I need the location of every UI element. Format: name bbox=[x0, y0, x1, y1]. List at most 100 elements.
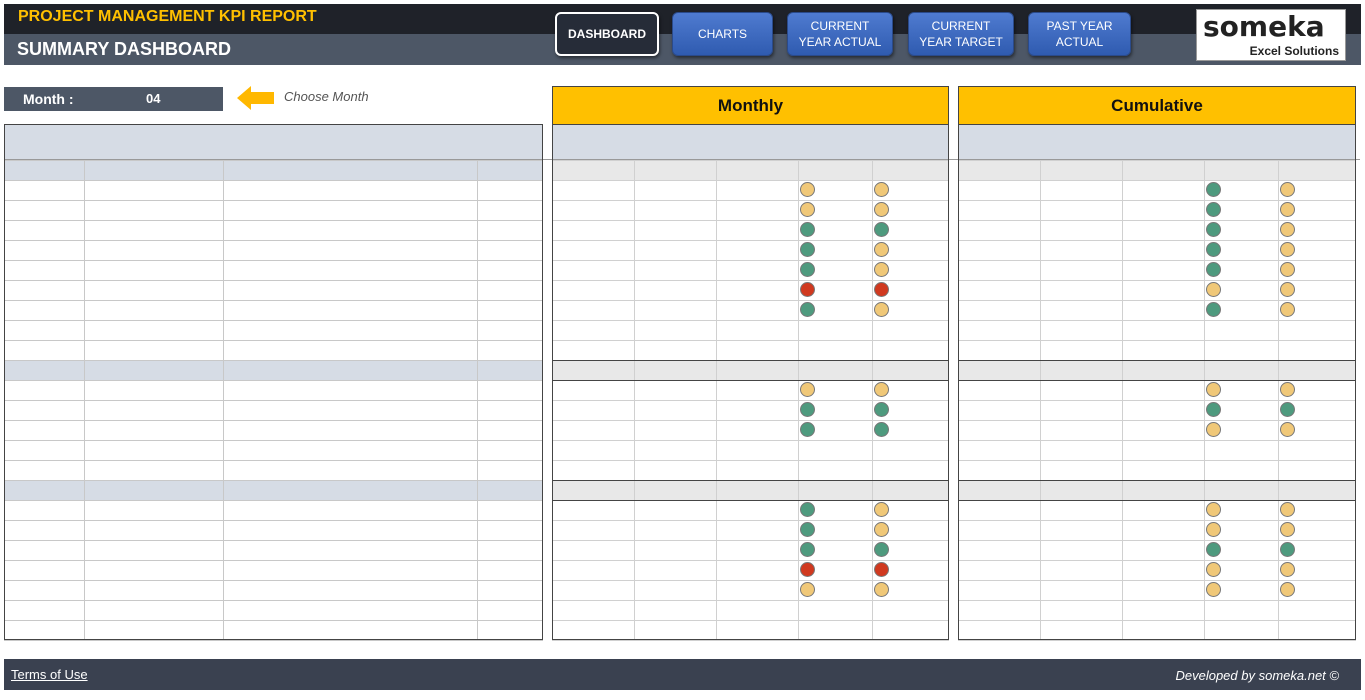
grid-line bbox=[552, 600, 949, 601]
dashboard-button[interactable]: DASHBOARD bbox=[555, 12, 659, 56]
grid-line bbox=[223, 160, 224, 640]
grid-line bbox=[4, 580, 543, 581]
monthly-status-dot-icon bbox=[800, 562, 815, 577]
cumulative-status-dot-icon bbox=[1206, 382, 1221, 397]
cumulative-status-dot-icon bbox=[1280, 282, 1295, 297]
grid-line bbox=[552, 500, 949, 501]
grid-line bbox=[958, 200, 1356, 201]
monthly-status-dot-icon bbox=[874, 302, 889, 317]
grid-line bbox=[958, 160, 1356, 161]
monthly-status-dot-icon bbox=[874, 182, 889, 197]
grid-line bbox=[872, 160, 873, 640]
grid-line bbox=[4, 159, 1360, 160]
monthly-status-dot-icon bbox=[874, 562, 889, 577]
grid-line bbox=[958, 280, 1356, 281]
grid-line bbox=[4, 600, 543, 601]
grid-line bbox=[4, 320, 543, 321]
month-selector: Month : 04 bbox=[4, 87, 223, 111]
grid-line bbox=[958, 180, 1356, 181]
grid-line bbox=[4, 380, 543, 381]
monthly-status-dot-icon bbox=[800, 542, 815, 557]
grid-line bbox=[552, 560, 949, 561]
page-title: SUMMARY DASHBOARD bbox=[17, 39, 232, 59]
grid-line bbox=[958, 580, 1356, 581]
grid-line bbox=[4, 300, 543, 301]
grid-line bbox=[1122, 160, 1123, 640]
monthly-status-dot-icon bbox=[800, 262, 815, 277]
report-title: PROJECT MANAGEMENT KPI REPORT bbox=[18, 8, 317, 25]
cumulative-status-dot-icon bbox=[1206, 582, 1221, 597]
choose-month-hint: Choose Month bbox=[284, 89, 369, 104]
cumulative-panel-border bbox=[958, 124, 1356, 640]
cumulative-status-dot-icon bbox=[1280, 182, 1295, 197]
grid-line bbox=[4, 440, 543, 441]
footer: Terms of Use Developed by someka.net © bbox=[4, 659, 1361, 690]
cumulative-status-dot-icon bbox=[1206, 302, 1221, 317]
grid-line bbox=[552, 480, 949, 481]
grid-line bbox=[1278, 160, 1279, 640]
grid-line bbox=[552, 540, 949, 541]
monthly-status-dot-icon bbox=[800, 422, 815, 437]
monthly-status-dot-icon bbox=[800, 282, 815, 297]
grid-line bbox=[958, 440, 1356, 441]
cumulative-status-dot-icon bbox=[1206, 262, 1221, 277]
monthly-status-dot-icon bbox=[874, 382, 889, 397]
current-year-target-button[interactable]: CURRENT YEAR TARGET bbox=[908, 12, 1014, 56]
cumulative-status-dot-icon bbox=[1280, 222, 1295, 237]
grid-line bbox=[958, 260, 1356, 261]
month-label: Month : bbox=[23, 91, 74, 107]
cumulative-status-dot-icon bbox=[1280, 402, 1295, 417]
current-year-actual-button[interactable]: CURRENT YEAR ACTUAL bbox=[787, 12, 893, 56]
grid-line bbox=[552, 160, 949, 161]
monthly-status-dot-icon bbox=[800, 382, 815, 397]
grid-line bbox=[4, 360, 543, 361]
grid-line bbox=[958, 420, 1356, 421]
grid-line bbox=[4, 560, 543, 561]
cumulative-header-bg bbox=[958, 124, 1356, 160]
grid-line bbox=[552, 300, 949, 301]
cumulative-status-dot-icon bbox=[1280, 522, 1295, 537]
monthly-header-bg bbox=[552, 124, 949, 160]
someka-logo[interactable]: someka Excel Solutions bbox=[1196, 9, 1346, 61]
grid-line bbox=[958, 320, 1356, 321]
grid-line bbox=[552, 400, 949, 401]
grid-line bbox=[552, 240, 949, 241]
monthly-status-dot-icon bbox=[800, 502, 815, 517]
monthly-status-dot-icon bbox=[800, 522, 815, 537]
grid-line bbox=[4, 200, 543, 201]
left-header-bg bbox=[4, 124, 543, 160]
cumulative-status-dot-icon bbox=[1280, 422, 1295, 437]
grid-line bbox=[798, 160, 799, 640]
terms-of-use-link[interactable]: Terms of Use bbox=[11, 667, 88, 682]
monthly-status-dot-icon bbox=[800, 582, 815, 597]
monthly-status-dot-icon bbox=[874, 222, 889, 237]
grid-line bbox=[552, 440, 949, 441]
charts-button[interactable]: CHARTS bbox=[672, 12, 773, 56]
month-value-input[interactable]: 04 bbox=[146, 91, 161, 106]
cumulative-status-dot-icon bbox=[1206, 402, 1221, 417]
grid-line bbox=[477, 160, 478, 640]
grid-line bbox=[958, 300, 1356, 301]
grid-line bbox=[4, 160, 543, 161]
grid-line bbox=[4, 460, 543, 461]
grid-line bbox=[552, 280, 949, 281]
grid-line bbox=[4, 420, 543, 421]
grid-line bbox=[958, 500, 1356, 501]
monthly-status-dot-icon bbox=[874, 242, 889, 257]
monthly-panel-title: Monthly bbox=[552, 86, 949, 125]
monthly-status-dot-icon bbox=[800, 182, 815, 197]
monthly-status-dot-icon bbox=[800, 302, 815, 317]
grid-line bbox=[552, 200, 949, 201]
logo-text: someka bbox=[1203, 10, 1325, 43]
grid-line bbox=[958, 400, 1356, 401]
grid-line bbox=[4, 400, 543, 401]
past-year-actual-button[interactable]: PAST YEAR ACTUAL bbox=[1028, 12, 1131, 56]
cumulative-status-dot-icon bbox=[1206, 562, 1221, 577]
grid-line bbox=[958, 240, 1356, 241]
grid-line bbox=[958, 620, 1356, 621]
grid-line bbox=[4, 500, 543, 501]
grid-line bbox=[552, 360, 949, 361]
monthly-status-dot-icon bbox=[800, 242, 815, 257]
cumulative-status-dot-icon bbox=[1206, 422, 1221, 437]
monthly-status-dot-icon bbox=[874, 202, 889, 217]
